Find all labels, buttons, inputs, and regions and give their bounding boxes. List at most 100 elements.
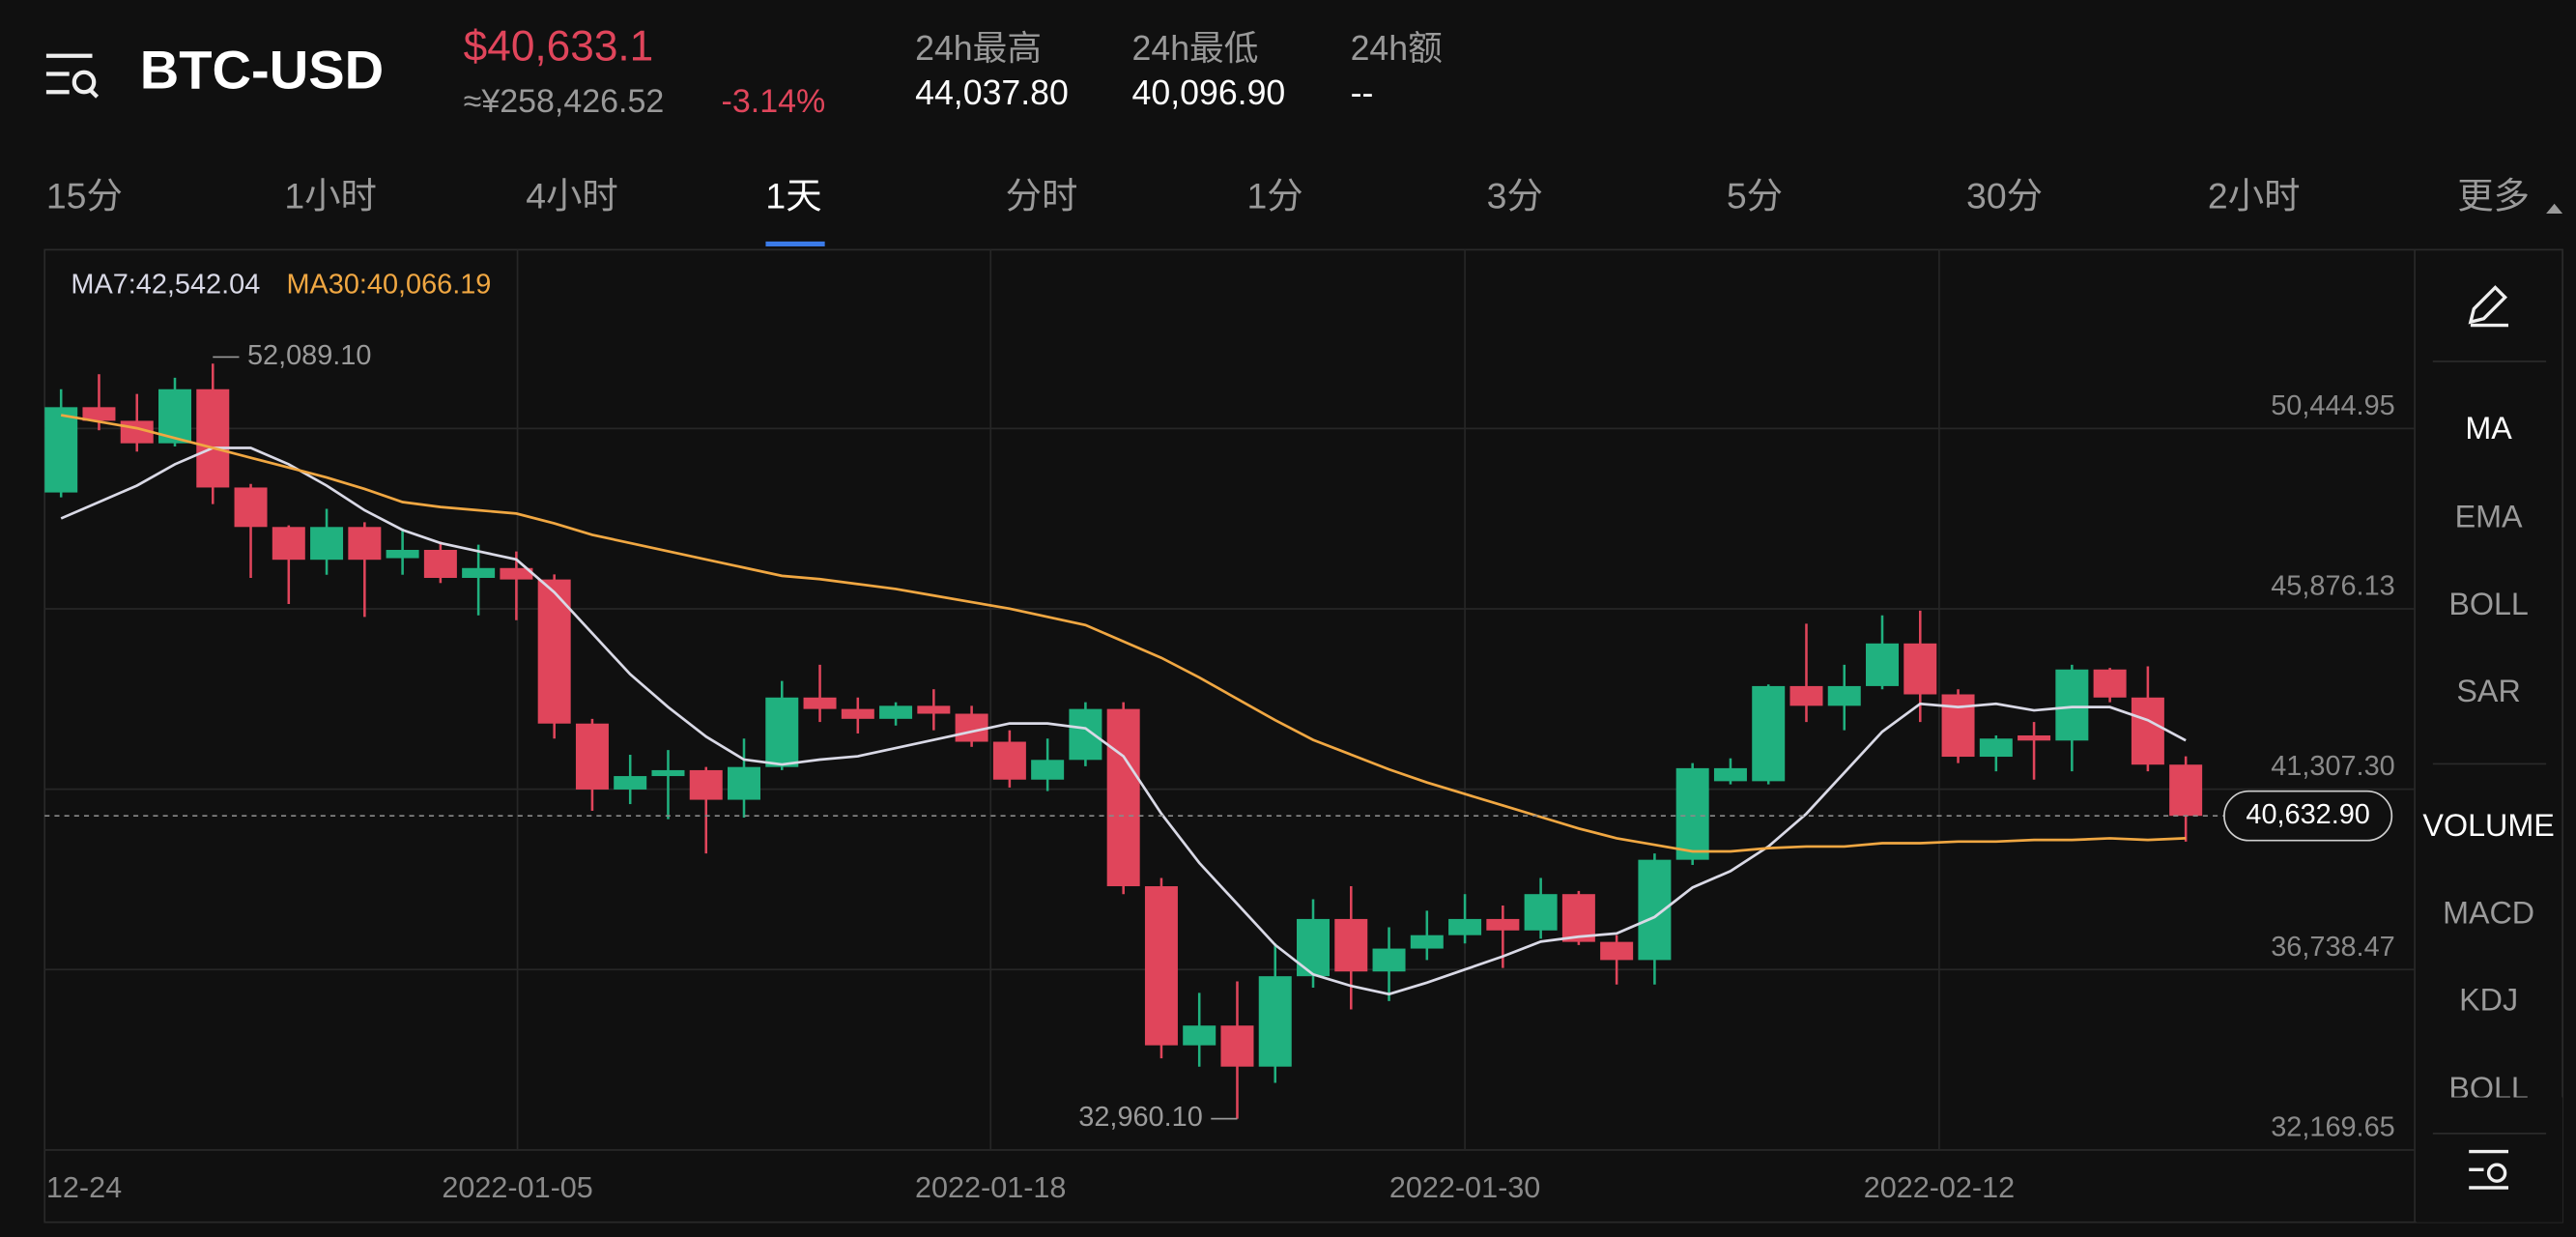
candle-body xyxy=(917,705,951,714)
stat-label: 24h额 xyxy=(1351,29,1443,68)
candle-body xyxy=(689,769,723,800)
stat-value: 44,037.80 xyxy=(915,73,1069,112)
tab-bar: 15分 1小时 4小时 1天 分时 1分 3分 5分 30分 2小时 更多 xyxy=(46,176,2563,246)
chart-frame xyxy=(43,248,2563,1223)
candle-body xyxy=(272,527,305,561)
candle-body xyxy=(1448,918,1482,935)
candle-body xyxy=(423,549,457,578)
candle-body xyxy=(386,549,419,559)
candle-body xyxy=(575,723,609,790)
stat-value: -- xyxy=(1351,73,1374,112)
last-price-badge xyxy=(2223,790,2393,842)
change: -3.14% xyxy=(722,83,826,120)
candle-body xyxy=(1372,948,1406,972)
tab[interactable]: 2小时 xyxy=(2208,176,2301,216)
candle-body xyxy=(992,741,1026,780)
candle-body xyxy=(1675,767,1709,860)
candle-body xyxy=(44,407,78,493)
candle-body xyxy=(1789,685,1823,706)
plot: 32,169.65 36,738.47 41,307.30 45,876.13 50,4… xyxy=(44,249,2416,1204)
tab-indicator xyxy=(765,241,825,246)
tab[interactable]: 4小时 xyxy=(526,176,618,216)
pencil-icon[interactable] xyxy=(2468,285,2509,328)
y-tick-label: 36,738.47 xyxy=(2271,932,2394,963)
y-tick-label: 41,307.30 xyxy=(2271,751,2394,782)
candle-body xyxy=(2018,734,2051,741)
candle-body xyxy=(765,697,799,767)
side-menu-item[interactable]: VOLUME xyxy=(2422,808,2554,843)
candle-body xyxy=(1183,1025,1216,1046)
side-menu-item[interactable]: KDJ xyxy=(2459,982,2518,1017)
tab[interactable]: 1天 xyxy=(765,176,821,216)
x-tick-label: 2022-01-05 xyxy=(442,1171,592,1204)
y-tick-label: 50,444.95 xyxy=(2271,390,2394,421)
candle-body xyxy=(1979,738,2013,758)
tab[interactable]: 5分 xyxy=(1727,176,1783,216)
candle-body xyxy=(1410,935,1444,949)
price: $40,633.1 xyxy=(464,23,654,71)
side-menu-item[interactable]: BOLL xyxy=(2448,587,2529,621)
stat-label: 24h最高 xyxy=(915,29,1042,68)
candle-body xyxy=(879,705,913,719)
candle-body xyxy=(1258,976,1292,1067)
candle-body xyxy=(841,708,874,719)
side-menu-item[interactable]: EMA xyxy=(2455,500,2523,534)
candle-body xyxy=(1941,694,1975,758)
candle-body xyxy=(537,579,571,724)
tab[interactable]: 1小时 xyxy=(284,176,377,216)
x-tick-label: 2022-02-12 xyxy=(1864,1171,2015,1204)
more-arrow xyxy=(2546,203,2563,214)
tab[interactable]: 更多 xyxy=(2457,176,2530,216)
x-tick-label: 2022-01-30 xyxy=(1389,1171,1540,1204)
candle-body xyxy=(1903,643,1937,695)
candle-body xyxy=(1144,886,1178,1046)
tab[interactable]: 1分 xyxy=(1247,176,1303,216)
side-menu-item[interactable]: MACD xyxy=(2443,895,2534,930)
candle-body xyxy=(955,713,988,742)
candle-body xyxy=(651,769,685,777)
candle-body xyxy=(1713,767,1747,782)
candle-body xyxy=(1524,894,1558,931)
candle-body xyxy=(2169,764,2203,817)
candle-body xyxy=(614,776,647,790)
candle-body xyxy=(1638,859,1672,961)
candle-body xyxy=(1866,643,1900,686)
candle-body xyxy=(196,388,230,488)
tab[interactable]: 分时 xyxy=(1006,176,1078,216)
side-menu-item[interactable]: SAR xyxy=(2456,674,2520,708)
tab[interactable]: 3分 xyxy=(1487,176,1543,216)
candle-body xyxy=(234,487,268,528)
settings-icon[interactable] xyxy=(2469,1149,2509,1190)
candle-body xyxy=(500,567,533,580)
menu-icon[interactable] xyxy=(45,53,100,99)
candle-body xyxy=(1561,894,1595,942)
annotation: 32,960.10 xyxy=(1078,1102,1202,1133)
side-menu-item[interactable]: MA xyxy=(2465,411,2512,446)
candle-body xyxy=(728,766,761,800)
candle-body xyxy=(1827,685,1861,706)
x-tick-label: 2022-01-18 xyxy=(915,1171,1066,1204)
legend-entry: MA30:40,066.19 xyxy=(286,269,491,300)
candle-body xyxy=(310,527,344,561)
annotation: 52,089.10 xyxy=(247,340,371,371)
y-tick-label: 32,169.65 xyxy=(2271,1111,2394,1142)
cny-price: ≈¥258,426.52 xyxy=(464,83,665,120)
candle-body xyxy=(2131,697,2164,765)
tab[interactable]: 15分 xyxy=(46,176,123,216)
tab[interactable]: 30分 xyxy=(1966,176,2043,216)
candle-body xyxy=(1600,941,1634,961)
stat-label: 24h最低 xyxy=(1132,29,1259,68)
candle-body xyxy=(1297,918,1331,977)
ma-line xyxy=(60,446,2187,996)
candle-body xyxy=(1106,708,1140,887)
stat-value: 40,096.90 xyxy=(1132,73,1286,112)
candle-body xyxy=(1031,760,1065,780)
symbol: BTC-USD xyxy=(140,39,384,100)
side-menu-cover xyxy=(2416,1097,2563,1223)
candle-body xyxy=(348,527,382,561)
candle-body xyxy=(1069,708,1102,761)
candle-body xyxy=(803,697,837,709)
candle-body xyxy=(1486,918,1520,931)
candle-body xyxy=(1334,918,1368,972)
